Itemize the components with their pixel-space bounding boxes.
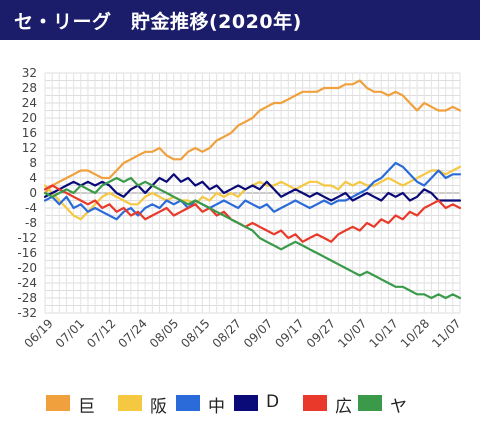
y-tick-label: -32 bbox=[17, 306, 37, 320]
series-line-ヤ bbox=[43, 176, 462, 300]
y-tick-label: -8 bbox=[25, 216, 37, 230]
y-tick-label: 0 bbox=[29, 186, 37, 200]
y-tick-label: -20 bbox=[17, 261, 37, 275]
y-tick-label: 4 bbox=[29, 171, 37, 185]
chart-title: セ・リーグ 貯金推移(2020年) bbox=[14, 11, 302, 33]
legend-swatch bbox=[303, 395, 327, 411]
legend-swatch bbox=[46, 395, 70, 411]
chart-header: セ・リーグ 貯金推移(2020年) bbox=[0, 0, 480, 40]
y-tick-label: 28 bbox=[22, 81, 37, 95]
x-tick-label: 10/17 bbox=[367, 316, 401, 350]
y-tick-label: -16 bbox=[17, 246, 37, 260]
y-tick-label: 32 bbox=[22, 66, 37, 80]
x-tick-label: 08/05 bbox=[147, 316, 181, 350]
y-tick-label: 8 bbox=[29, 156, 37, 170]
series-line-広 bbox=[43, 184, 462, 243]
y-tick-label: 16 bbox=[22, 126, 37, 140]
y-tick-label: -28 bbox=[17, 291, 37, 305]
legend-label: 阪 bbox=[150, 397, 167, 417]
x-tick-label: 10/07 bbox=[335, 316, 369, 350]
x-tick-label: 07/12 bbox=[84, 316, 118, 350]
x-tick-label: 07/01 bbox=[53, 316, 87, 350]
series-line-D bbox=[43, 173, 462, 202]
x-tick-label: 08/15 bbox=[178, 316, 212, 350]
legend-swatch bbox=[234, 395, 258, 411]
legend-label: 巨 bbox=[78, 397, 95, 417]
legend-label: 中 bbox=[208, 397, 225, 417]
x-tick-label: 07/24 bbox=[116, 316, 150, 350]
legend-swatch bbox=[176, 395, 200, 411]
legend-swatch bbox=[358, 395, 382, 411]
x-tick-label: 09/07 bbox=[241, 316, 275, 350]
y-tick-label: 12 bbox=[22, 141, 37, 155]
y-tick-label: -4 bbox=[25, 201, 37, 215]
series-line-中 bbox=[43, 161, 462, 221]
y-tick-label: 20 bbox=[22, 111, 37, 125]
x-tick-label: 09/27 bbox=[304, 316, 338, 350]
x-tick-label: 10/28 bbox=[398, 316, 432, 350]
legend-label: D bbox=[266, 392, 280, 412]
legend-swatch bbox=[118, 395, 142, 411]
x-tick-label: 09/17 bbox=[272, 316, 306, 350]
y-tick-label: 24 bbox=[22, 96, 37, 110]
y-tick-label: -24 bbox=[17, 276, 37, 290]
x-tick-label: 11/07 bbox=[429, 316, 463, 350]
x-tick-label: 06/19 bbox=[21, 316, 55, 350]
y-tick-label: -12 bbox=[17, 231, 37, 245]
legend-label: 広 bbox=[335, 397, 352, 417]
line-chart: 322824201612840-4-8-12-16-20-24-28-3206/… bbox=[17, 66, 463, 351]
series-line-巨 bbox=[43, 79, 462, 195]
legend-label: ヤ bbox=[390, 397, 407, 417]
x-tick-label: 08/27 bbox=[210, 316, 244, 350]
